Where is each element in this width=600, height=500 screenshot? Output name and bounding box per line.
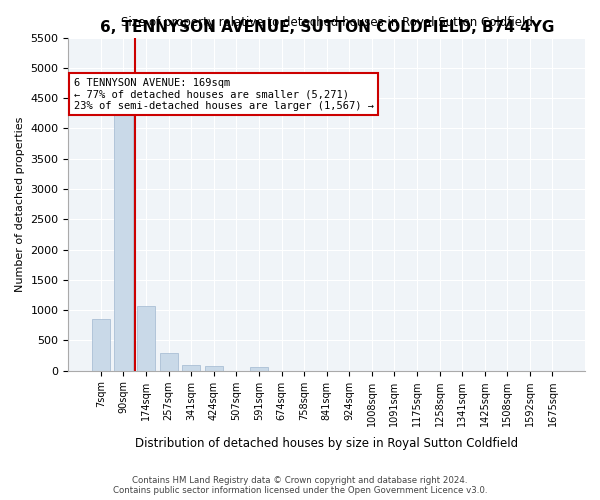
- Text: Size of property relative to detached houses in Royal Sutton Coldfield: Size of property relative to detached ho…: [121, 16, 533, 30]
- Text: 6 TENNYSON AVENUE: 169sqm
← 77% of detached houses are smaller (5,271)
23% of se: 6 TENNYSON AVENUE: 169sqm ← 77% of detac…: [74, 78, 374, 111]
- Bar: [160, 353, 178, 370]
- Title: 6, TENNYSON AVENUE, SUTTON COLDFIELD, B74 4YG: 6, TENNYSON AVENUE, SUTTON COLDFIELD, B7…: [100, 20, 554, 35]
- Bar: [250, 368, 268, 370]
- Text: Contains HM Land Registry data © Crown copyright and database right 2024.
Contai: Contains HM Land Registry data © Crown c…: [113, 476, 487, 495]
- Bar: [137, 306, 155, 370]
- Y-axis label: Number of detached properties: Number of detached properties: [15, 116, 25, 292]
- Bar: [115, 92, 133, 370]
- Bar: [182, 365, 200, 370]
- Bar: [92, 319, 110, 370]
- X-axis label: Distribution of detached houses by size in Royal Sutton Coldfield: Distribution of detached houses by size …: [135, 437, 518, 450]
- Bar: [205, 366, 223, 370]
